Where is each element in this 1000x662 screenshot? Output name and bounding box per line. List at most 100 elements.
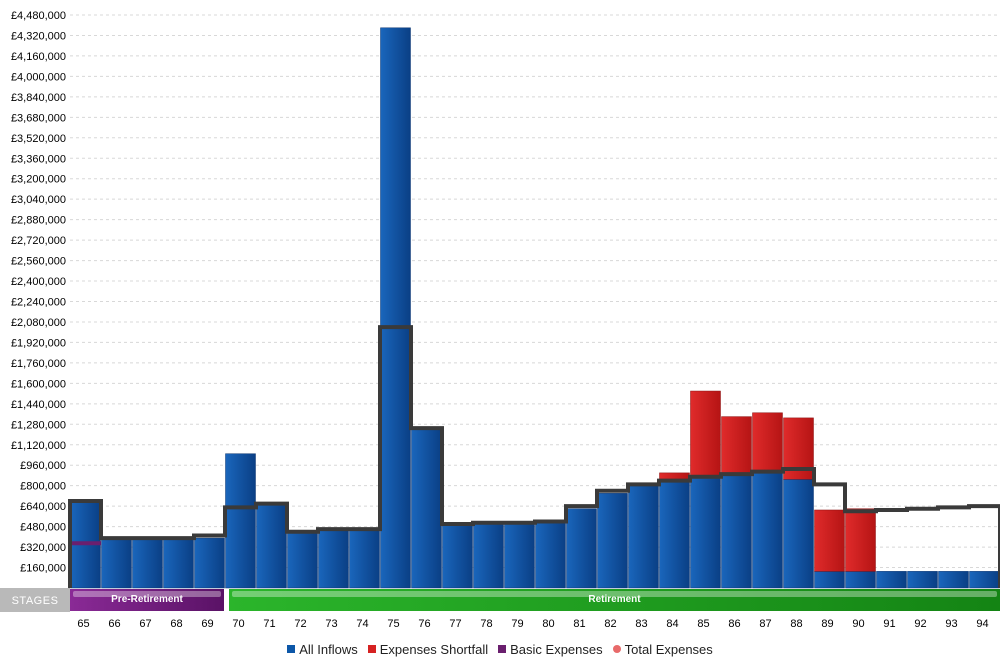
- bar-all-inflows: [318, 528, 349, 589]
- x-tick-label: 65: [77, 618, 89, 630]
- stage-bar: [229, 589, 1000, 611]
- bar-all-inflows: [349, 528, 380, 589]
- x-tick-label: 94: [976, 618, 988, 630]
- bar-all-inflows: [287, 531, 318, 589]
- x-tick-label: 88: [790, 618, 802, 630]
- y-tick-label: £1,920,000: [11, 337, 66, 349]
- x-tick-label: 70: [232, 618, 244, 630]
- x-tick-label: 80: [542, 618, 554, 630]
- x-tick-label: 73: [325, 618, 337, 630]
- x-tick-label: 92: [914, 618, 926, 630]
- legend-label: Total Expenses: [624, 641, 713, 657]
- bar-all-inflows: [380, 27, 411, 589]
- y-tick-label: £320,000: [20, 542, 66, 554]
- x-tick-label: 66: [108, 618, 120, 630]
- bars: [70, 27, 1000, 589]
- bar-all-inflows: [256, 503, 287, 589]
- stages-band: STAGES Pre-Retirement Retirement: [0, 588, 1000, 612]
- bar-all-inflows: [876, 571, 907, 589]
- bar-all-inflows: [938, 571, 969, 589]
- bar-all-inflows: [163, 537, 194, 589]
- legend-item[interactable]: Basic Expenses: [498, 642, 603, 657]
- x-tick-label: 68: [170, 618, 182, 630]
- y-tick-label: £480,000: [20, 522, 66, 534]
- legend-swatch: [498, 645, 507, 653]
- x-tick-label: 71: [263, 618, 275, 630]
- bar-expenses-shortfall: [752, 412, 783, 474]
- bar-all-inflows: [783, 479, 814, 589]
- y-tick-label: £2,400,000: [11, 276, 66, 288]
- bar-expenses-shortfall: [845, 508, 876, 572]
- bar-all-inflows: [473, 523, 504, 589]
- y-tick-label: £2,560,000: [11, 256, 66, 268]
- total-expenses-step: [68, 325, 1000, 588]
- x-tick-label: 77: [449, 618, 461, 630]
- bar-all-inflows: [969, 571, 1000, 589]
- bar-expenses-shortfall: [721, 416, 752, 476]
- y-tick-label: £640,000: [20, 501, 66, 513]
- legend-item[interactable]: Expenses Shortfall: [367, 641, 489, 657]
- x-tick-label: 75: [387, 618, 399, 630]
- bar-all-inflows: [535, 522, 566, 589]
- y-tick-label: £1,440,000: [11, 399, 66, 411]
- x-tick-label: 86: [728, 618, 740, 630]
- stage-bar-shine: [232, 591, 997, 597]
- x-tick-label: 72: [294, 618, 306, 630]
- y-tick-label: £2,880,000: [11, 215, 66, 227]
- bar-all-inflows: [721, 475, 752, 589]
- legend-swatch: [612, 645, 621, 653]
- bar-all-inflows: [690, 477, 721, 589]
- x-tick-label: 84: [666, 618, 678, 630]
- y-tick-label: £3,040,000: [11, 194, 66, 206]
- legend-label: Expenses Shortfall: [379, 641, 489, 657]
- x-tick-label: 69: [201, 618, 213, 630]
- x-tick-label: 82: [604, 618, 616, 630]
- bar-all-inflows: [659, 481, 690, 589]
- legend-swatch: [367, 645, 376, 653]
- bar-all-inflows: [845, 571, 876, 589]
- bar-all-inflows: [628, 485, 659, 589]
- gridlines: [70, 14, 1000, 569]
- x-tick-label: 87: [759, 618, 771, 630]
- bar-all-inflows: [225, 453, 256, 589]
- legend-label: Basic Expenses: [510, 641, 603, 657]
- y-tick-label: £800,000: [20, 481, 66, 493]
- stage-label: Retirement: [588, 594, 641, 605]
- legend-item[interactable]: All Inflows: [287, 642, 358, 657]
- legend-label: All Inflows: [299, 641, 358, 657]
- y-tick-label: £3,520,000: [11, 133, 66, 145]
- bar-all-inflows: [101, 537, 132, 589]
- x-tick-label: 90: [852, 618, 864, 630]
- bar-all-inflows: [566, 508, 597, 589]
- stage-bar-shine: [73, 591, 221, 597]
- legend-item[interactable]: Total Expenses: [612, 641, 713, 657]
- y-tick-label: £960,000: [20, 460, 66, 472]
- x-tick-label: 83: [635, 618, 647, 630]
- bar-all-inflows: [907, 571, 938, 589]
- stage-bar: [70, 589, 224, 611]
- y-tick-label: £1,600,000: [11, 378, 66, 390]
- legend: All Inflows Expenses Shortfall Basic Expen…: [0, 640, 1000, 658]
- y-tick-label: £4,000,000: [11, 71, 66, 83]
- y-tick-label: £1,120,000: [11, 440, 66, 452]
- x-axis: 65 66 67 68 69 70 71 72 73 74 75 76 77 78 79 80 81 82 83 84…: [77, 618, 988, 630]
- y-tick-label: £4,480,000: [11, 10, 66, 22]
- y-tick-label: £3,680,000: [11, 112, 66, 124]
- x-tick-label: 81: [573, 618, 585, 630]
- x-tick-label: 76: [418, 618, 430, 630]
- bar-all-inflows: [194, 537, 225, 589]
- y-tick-label: £1,760,000: [11, 358, 66, 370]
- y-tick-label: £3,360,000: [11, 153, 66, 165]
- x-tick-label: 89: [821, 618, 833, 630]
- y-tick-label: £4,320,000: [11, 30, 66, 42]
- x-tick-label: 85: [697, 618, 709, 630]
- y-tick-label: £2,080,000: [11, 317, 66, 329]
- x-tick-label: 67: [139, 618, 151, 630]
- bar-all-inflows: [132, 537, 163, 589]
- stages-title: STAGES: [12, 595, 59, 607]
- y-tick-label: £1,280,000: [11, 419, 66, 431]
- y-tick-label: £4,160,000: [11, 51, 66, 63]
- stage-label: Pre-Retirement: [111, 594, 183, 605]
- y-axis: £160,000 £320,000 £480,000 £640,000 £800,000…: [11, 10, 66, 575]
- y-tick-label: £3,200,000: [11, 174, 66, 186]
